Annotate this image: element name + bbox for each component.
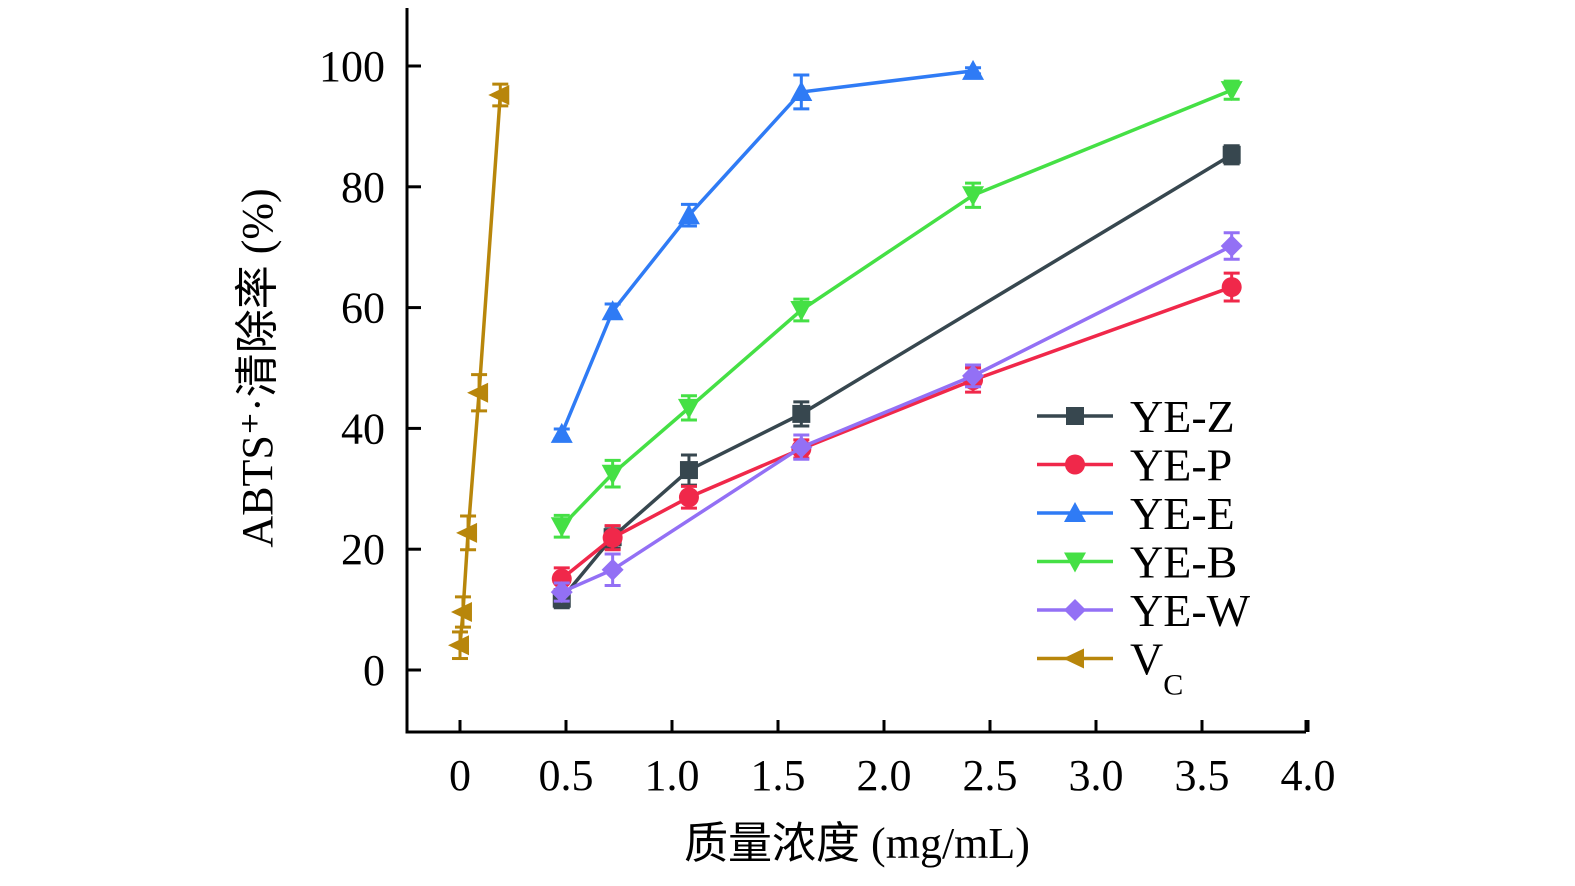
legend-triangle-up-marker	[1064, 502, 1086, 522]
y-tick-label: 20	[341, 525, 385, 574]
triangle-down-marker	[677, 398, 700, 419]
legend-item-ye-w: YE-W	[1037, 585, 1251, 636]
legend-triangle-down-marker	[1064, 552, 1086, 573]
triangle-up-marker	[790, 80, 813, 101]
legend-item-ye-b: YE-B	[1037, 537, 1237, 588]
x-tick-label: 1.5	[751, 751, 806, 800]
series-line-ye-b	[560, 88, 1233, 528]
triangle-down-marker	[790, 301, 813, 322]
triangle-up-marker	[677, 204, 700, 225]
legend-label: YE-Z	[1130, 391, 1235, 442]
diamond-marker	[601, 558, 624, 581]
series-layer	[448, 59, 1243, 661]
x-tick-label: 3.5	[1175, 751, 1230, 800]
legend-label: YE-B	[1130, 537, 1237, 588]
legend: YE-ZYE-PYE-EYE-BYE-WVC	[1037, 391, 1251, 702]
triangle-down-marker	[550, 517, 573, 538]
legend-label: YE-W	[1130, 585, 1251, 636]
y-tick-label: 40	[341, 404, 385, 453]
triangle-up-marker	[962, 59, 985, 80]
series-line-ye-p	[560, 285, 1233, 581]
legend-square-marker	[1066, 407, 1084, 425]
legend-label: YE-P	[1130, 440, 1232, 491]
triangle-up-marker	[601, 300, 624, 321]
x-tick-label: 0.5	[539, 751, 594, 800]
legend-diamond-marker	[1064, 599, 1086, 621]
legend-item-ye-z: YE-Z	[1037, 391, 1235, 442]
y-tick-label: 0	[363, 646, 385, 695]
x-tick-label: 2.0	[857, 751, 912, 800]
series-line-vc	[458, 94, 503, 646]
square-marker	[1222, 145, 1241, 164]
x-tick-label: 0	[449, 751, 471, 800]
circle-marker	[602, 527, 623, 548]
circle-marker	[1221, 277, 1242, 298]
square-marker	[679, 461, 698, 480]
y-tick-label: 100	[319, 42, 385, 91]
legend-label: VC	[1130, 634, 1183, 702]
x-tick-label: 4.0	[1281, 751, 1336, 800]
triangle-left-marker	[448, 635, 469, 656]
series-vc	[448, 82, 510, 661]
diamond-marker	[1220, 234, 1243, 257]
x-axis-title: 质量浓度 (mg/mL)	[684, 819, 1030, 868]
circle-marker	[678, 487, 699, 508]
x-tick-label: 3.0	[1069, 751, 1124, 800]
triangle-down-marker	[601, 464, 624, 485]
legend-item-ye-p: YE-P	[1037, 440, 1232, 491]
triangle-up-marker	[550, 422, 573, 443]
triangle-left-marker	[488, 84, 510, 105]
triangle-left-marker	[456, 522, 478, 543]
triangle-left-marker	[467, 382, 489, 403]
series-ye-e	[550, 59, 985, 443]
x-tick-label: 1.0	[645, 751, 700, 800]
legend-triangle-left-marker	[1063, 648, 1084, 669]
series-ye-b	[550, 79, 1243, 539]
y-tick-label: 80	[341, 163, 385, 212]
diamond-marker	[550, 581, 573, 604]
series-line-ye-e	[560, 69, 974, 435]
x-tick-label: 2.5	[963, 751, 1018, 800]
diamond-marker	[962, 364, 985, 387]
diamond-marker	[790, 436, 813, 459]
triangle-down-marker	[962, 186, 985, 207]
legend-circle-marker	[1065, 454, 1085, 475]
y-axis-title: ABTS⁺·清除率 (%)	[233, 188, 282, 547]
y-tick-label: 60	[341, 284, 385, 333]
triangle-left-marker	[450, 602, 472, 623]
series-ye-w	[550, 231, 1243, 604]
square-marker	[792, 404, 811, 423]
legend-item-ye-e: YE-E	[1037, 488, 1235, 539]
triangle-down-marker	[1220, 81, 1243, 102]
legend-label: YE-E	[1130, 488, 1235, 539]
legend-item-vc: VC	[1037, 634, 1183, 702]
axes: 0 20 40 60 80 100 0 0.5 1.0 1.5 2.0 2.5 3.0 3.5 4.0	[319, 8, 1336, 800]
